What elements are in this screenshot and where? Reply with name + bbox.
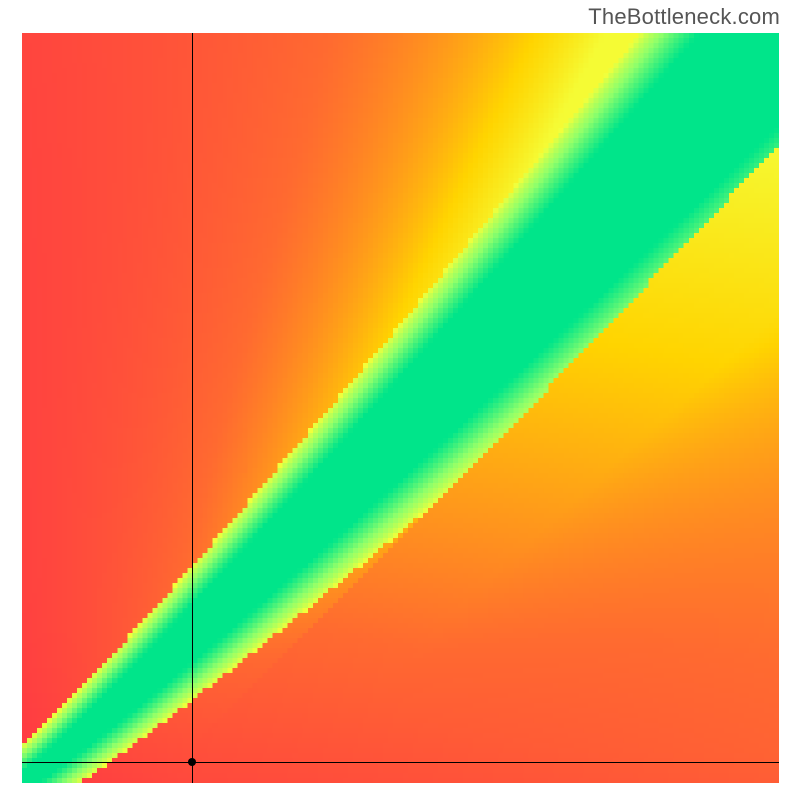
watermark-text: TheBottleneck.com <box>588 4 780 30</box>
heatmap-plot <box>22 33 779 783</box>
heatmap-canvas <box>22 33 779 783</box>
crosshair-marker <box>188 758 196 766</box>
crosshair-horizontal <box>22 762 779 763</box>
crosshair-vertical <box>192 33 193 783</box>
